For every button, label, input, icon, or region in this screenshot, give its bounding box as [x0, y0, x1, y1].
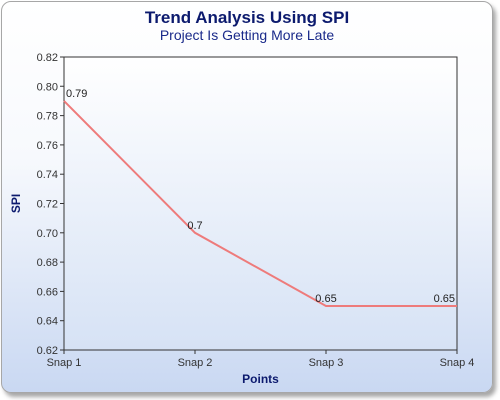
x-tick-label: Snap 3 [309, 357, 344, 369]
y-tick-label: 0.74 [37, 169, 58, 181]
y-tick-label: 0.78 [37, 111, 58, 123]
y-tick-label: 0.72 [37, 199, 58, 211]
y-tick-label: 0.82 [37, 52, 58, 64]
y-tick-label: 0.62 [37, 345, 58, 357]
data-labels: 0.79 0.7 0.65 0.65 [66, 88, 455, 305]
data-label: 0.79 [66, 88, 87, 100]
chart-title: Trend Analysis Using SPI [144, 8, 350, 27]
y-axis-title: SPI [9, 194, 23, 213]
series-line [63, 100, 457, 308]
plot-area [63, 56, 458, 351]
y-tick-label: 0.80 [37, 81, 58, 93]
y-axis-ticks: 0.82 0.80 0.78 0.76 0.74 0.72 0.70 0.68 0.66 0.64… [37, 52, 64, 357]
x-tick-label: Snap 1 [47, 357, 82, 369]
y-tick-label: 0.68 [37, 257, 58, 269]
x-tick-label: Snap 2 [178, 357, 213, 369]
x-axis-ticks: Snap 1 Snap 2 Snap 3 Snap 4 [47, 350, 475, 369]
series-group [63, 100, 457, 308]
chart-frame: Trend Analysis Using SPI Project Is Gett… [1, 1, 493, 393]
data-label: 0.65 [434, 293, 455, 305]
data-label: 0.7 [187, 220, 202, 232]
y-tick-label: 0.76 [37, 140, 58, 152]
y-tick-label: 0.66 [37, 286, 58, 298]
x-tick-label: Snap 4 [440, 357, 475, 369]
chart-svg: 0.82 0.80 0.78 0.76 0.74 0.72 0.70 0.68 0.66 0.64… [9, 52, 475, 386]
data-label: 0.65 [315, 293, 336, 305]
x-axis-title: Points [242, 372, 279, 386]
chart-subtitle: Project Is Getting More Late [159, 27, 335, 43]
y-tick-label: 0.64 [37, 316, 58, 328]
y-tick-label: 0.70 [37, 228, 58, 240]
